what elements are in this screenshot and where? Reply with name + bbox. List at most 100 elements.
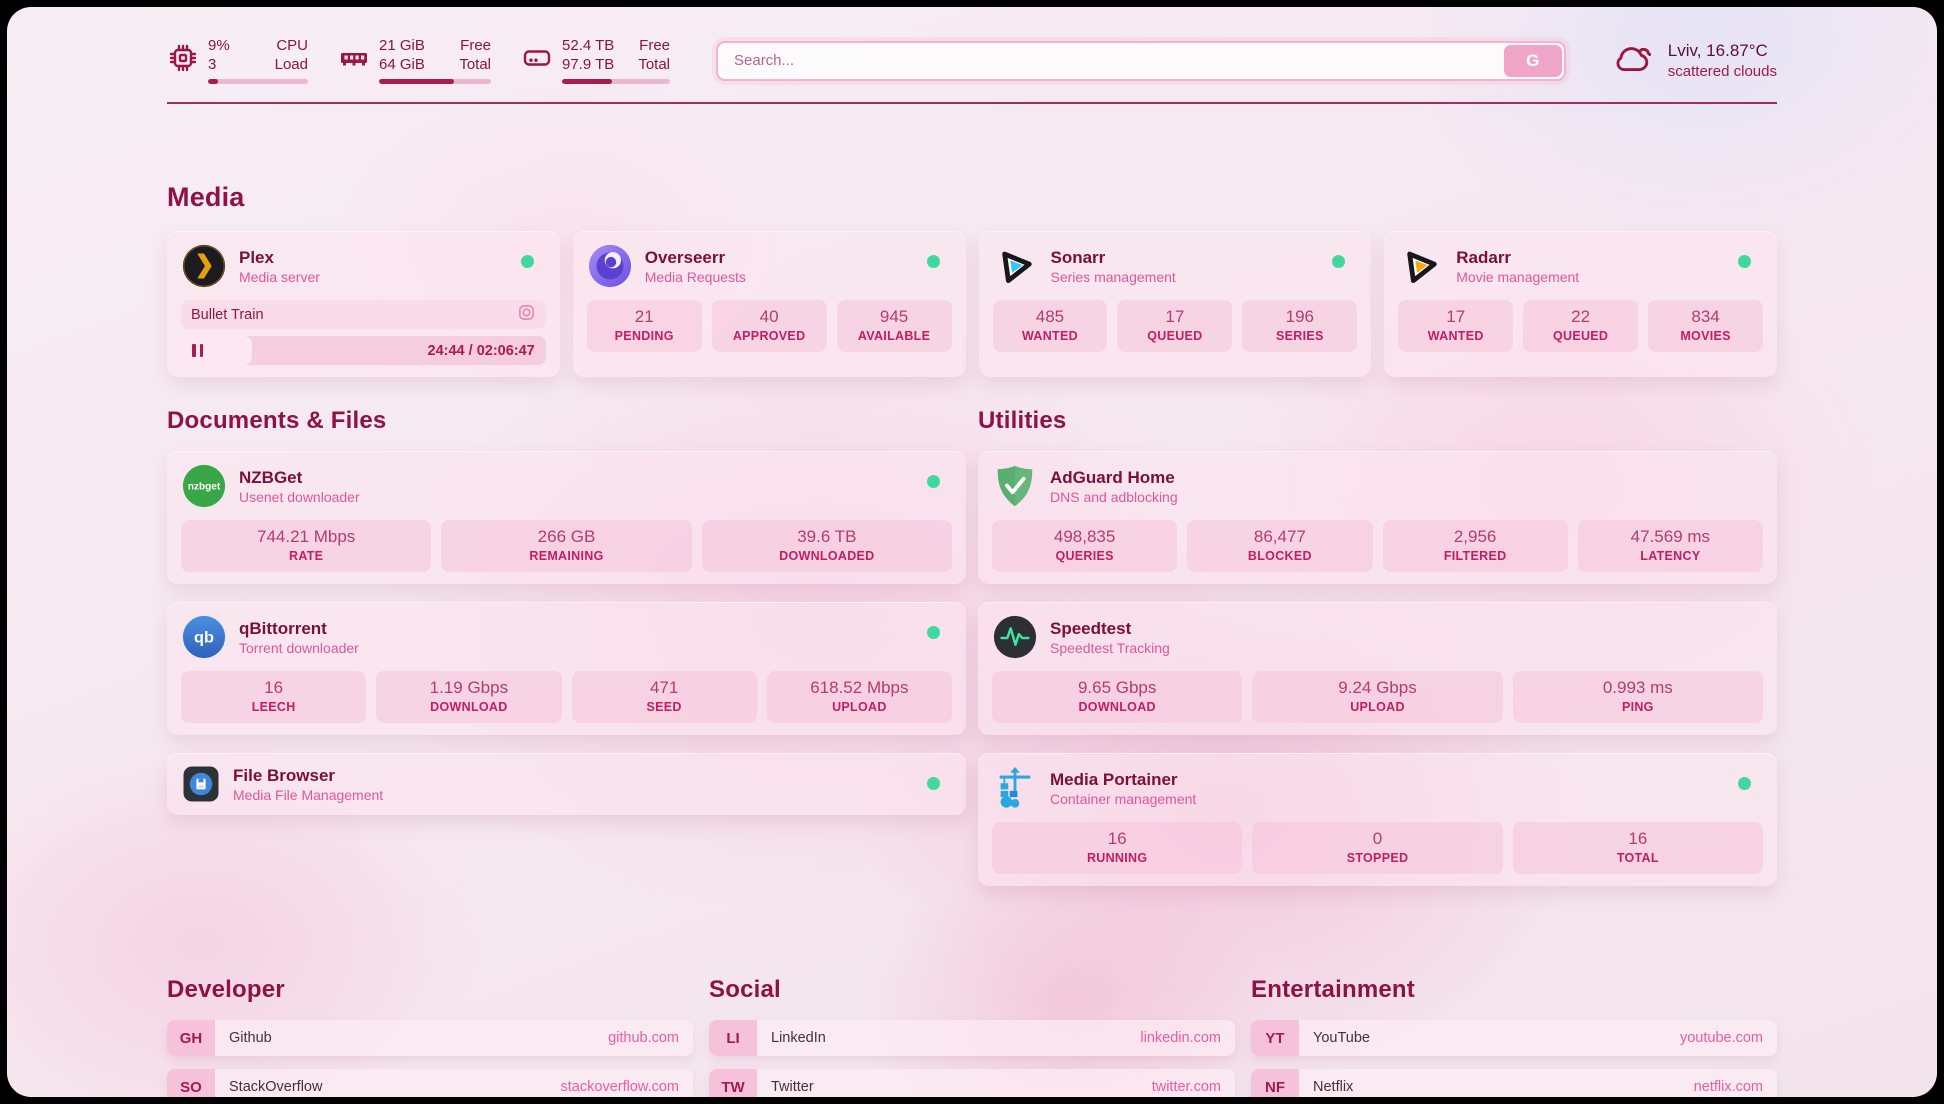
stat-chip: 16 LEECH: [181, 671, 367, 723]
weather-location-temp: Lviv, 16.87°C: [1667, 41, 1768, 60]
disk-total-label: Total: [638, 56, 670, 73]
ram-free: 21 GiB: [379, 37, 425, 54]
cpu-widget: 9% CPU 3 Load: [167, 37, 308, 84]
stat-chip: 945 AVAILABLE: [836, 300, 952, 352]
stat-label: BLOCKED: [1247, 549, 1312, 563]
top-bar: 9% CPU 3 Load 21 GiB Free 64 GiB Total: [167, 35, 1777, 86]
nzbget-title: NZBGet: [239, 467, 303, 487]
link-netflix[interactable]: NF Netflix netflix.com: [1251, 1069, 1777, 1097]
stat-chip: 40 APPROVED: [711, 300, 827, 352]
stat-label: TOTAL: [1616, 851, 1659, 865]
sonarr-icon: [993, 243, 1039, 289]
stat-chip: 47.569 ms LATENCY: [1577, 520, 1763, 572]
cloud-icon: [1610, 35, 1656, 86]
cpu-temp: 3: [208, 56, 217, 73]
stat-value: 1.19 Gbps: [429, 678, 509, 697]
stat-value: 0.993 ms: [1602, 678, 1673, 697]
stat-label: WANTED: [1427, 329, 1484, 343]
link-name: Github: [229, 1030, 272, 1046]
link-github[interactable]: GH Github github.com: [167, 1020, 693, 1056]
media-card-row: Plex Media server Bullet Train 24:44 / 0…: [167, 231, 1777, 377]
netflix-abbr: NF: [1251, 1069, 1299, 1097]
stat-value: 196: [1285, 307, 1314, 326]
plex-card[interactable]: Plex Media server Bullet Train 24:44 / 0…: [167, 231, 560, 377]
radarr-title: Radarr: [1456, 247, 1512, 267]
social-section: Social LI LinkedIn linkedin.com TW Twitt…: [709, 976, 1235, 1097]
qbittorrent-card[interactable]: qb qBittorrent Torrent downloader 16 LEEC…: [167, 602, 966, 735]
stat-value: 16: [1628, 829, 1648, 848]
stat-chip: 618.52 Mbps UPLOAD: [766, 671, 952, 723]
speedtest-icon: [992, 614, 1038, 660]
speedtest-card[interactable]: Speedtest Speedtest Tracking 9.65 Gbps DO…: [978, 602, 1777, 735]
nzbget-status-dot: [927, 475, 940, 488]
disk-free-label: Free: [639, 37, 670, 54]
stat-label: QUEUED: [1552, 329, 1609, 343]
stat-chip: 834 MOVIES: [1648, 300, 1764, 352]
stat-label: DOWNLOAD: [1078, 700, 1156, 714]
cpu-progress: [208, 79, 308, 84]
stat-label: LEECH: [251, 700, 296, 714]
link-stackoverflow[interactable]: SO StackOverflow stackoverflow.com: [167, 1069, 693, 1097]
overseerr-title: Overseerr: [644, 247, 726, 267]
stat-chip: 16 TOTAL: [1512, 822, 1763, 874]
adguard-card[interactable]: AdGuard Home DNS and adblocking 498,835 Q…: [978, 451, 1777, 584]
link-youtube[interactable]: YT YouTube youtube.com: [1251, 1020, 1777, 1056]
cpu-icon: [167, 42, 199, 79]
link-url: linkedin.com: [1140, 1030, 1221, 1046]
stat-chip: 9.65 Gbps DOWNLOAD: [992, 671, 1243, 723]
portainer-icon: [992, 765, 1038, 811]
qbittorrent-title: qBittorrent: [239, 618, 327, 638]
stat-chip: 9.24 Gbps UPLOAD: [1252, 671, 1503, 723]
stat-value: 485: [1035, 307, 1065, 326]
link-url: twitter.com: [1151, 1079, 1221, 1095]
search-input[interactable]: [716, 40, 1566, 81]
sonarr-card[interactable]: Sonarr Series management 485 WANTED 17 QUE…: [978, 231, 1372, 377]
sonarr-title: Sonarr: [1050, 247, 1106, 267]
link-linkedin[interactable]: LI LinkedIn linkedin.com: [709, 1020, 1235, 1056]
speedtest-desc: Speedtest Tracking: [1050, 639, 1170, 656]
now-playing-title: Bullet Train: [191, 306, 264, 323]
stat-chip: 39.6 TB DOWNLOADED: [701, 520, 952, 572]
stat-label: LATENCY: [1640, 549, 1701, 563]
ram-free-label: Free: [460, 37, 491, 54]
stat-value: 618.52 Mbps: [810, 678, 909, 697]
radarr-status-dot: [1738, 255, 1751, 268]
entertainment-section-heading: Entertainment: [1251, 976, 1415, 1003]
github-abbr: GH: [167, 1020, 215, 1056]
stat-value: 266 GB: [537, 527, 596, 546]
radarr-card[interactable]: Radarr Movie management 17 WANTED 22 QUEUE…: [1384, 231, 1777, 377]
stat-value: 17: [1446, 307, 1466, 326]
filebrowser-card[interactable]: File Browser Media File Management: [167, 753, 966, 815]
link-twitter[interactable]: TW Twitter twitter.com: [709, 1069, 1235, 1097]
stat-label: SEED: [646, 700, 682, 714]
stat-label: APPROVED: [732, 329, 806, 343]
documents-section-heading: Documents & Files: [167, 407, 387, 434]
stat-chip: 498,835 QUERIES: [992, 520, 1178, 572]
search-engine-button[interactable]: G: [1503, 44, 1562, 77]
utilities-column: Utilities AdGuard Home DNS and adblockin…: [978, 407, 1777, 904]
link-url: youtube.com: [1679, 1030, 1763, 1046]
portainer-title: Media Portainer: [1050, 769, 1178, 789]
overseerr-card[interactable]: Overseerr Media Requests 21 PENDING 40 APP…: [572, 231, 966, 377]
adguard-desc: DNS and adblocking: [1050, 488, 1178, 505]
radarr-icon: [1398, 243, 1444, 289]
stat-label: QUEUED: [1147, 329, 1203, 343]
system-stats: 9% CPU 3 Load 21 GiB Free 64 GiB Total: [167, 37, 670, 84]
radarr-desc: Movie management: [1456, 268, 1580, 285]
stat-label: REMAINING: [529, 549, 604, 563]
sonarr-desc: Series management: [1050, 268, 1176, 285]
stat-value: 744.21 Mbps: [257, 527, 356, 546]
overseerr-status-dot: [926, 255, 940, 268]
qbittorrent-status-dot: [927, 626, 940, 639]
linkedin-abbr: LI: [709, 1020, 757, 1056]
stat-value: 0: [1372, 829, 1383, 848]
stat-chip: 86,477 BLOCKED: [1187, 520, 1373, 572]
filebrowser-status-dot: [927, 777, 940, 790]
link-url: stackoverflow.com: [560, 1079, 679, 1095]
stat-chip: 266 GB REMAINING: [441, 520, 692, 572]
overseerr-icon: [587, 243, 633, 289]
speedtest-title: Speedtest: [1050, 618, 1132, 638]
stackoverflow-abbr: SO: [167, 1069, 215, 1097]
nzbget-card[interactable]: nzbget NZBGet Usenet downloader 744.21 M…: [167, 451, 966, 584]
portainer-card[interactable]: Media Portainer Container management 16 R…: [978, 753, 1777, 886]
